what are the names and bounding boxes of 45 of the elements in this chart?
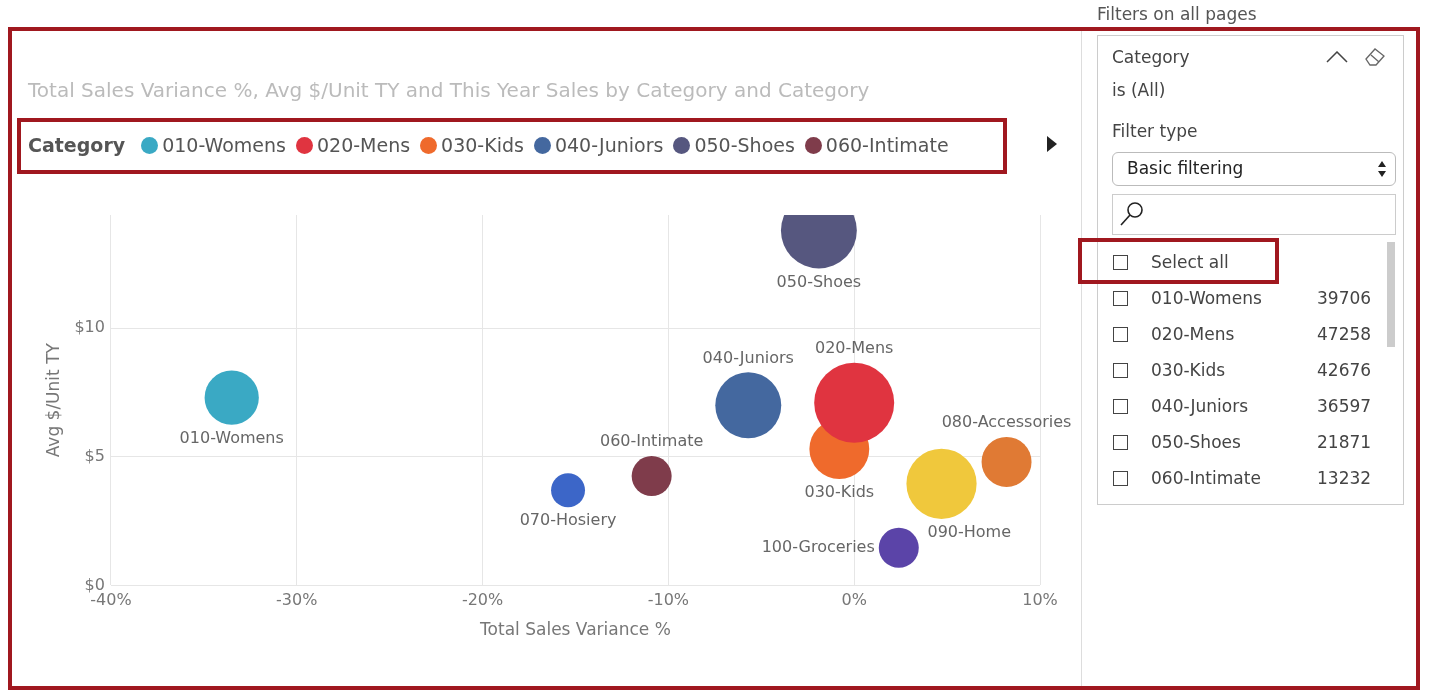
text: Category <box>1112 47 1190 67</box>
text: 040-Juniors <box>702 347 794 367</box>
x-axis-title: Total Sales Variance % <box>479 619 671 640</box>
text: Filter type <box>1112 121 1198 141</box>
text: 020-Mens <box>1151 324 1235 344</box>
legend-label: 020-Mens <box>315 134 411 156</box>
legend-title: Category <box>28 134 126 156</box>
chart-title: Total Sales Variance %, Avg $/Unit TY and This Year Sales by Category and Category <box>28 78 870 102</box>
text: 020-Mens <box>814 337 894 357</box>
series-label: 080-Accessories <box>941 412 1072 432</box>
text: Filters on all pages <box>1097 4 1257 24</box>
text: 47258 <box>1317 324 1372 344</box>
text: 36597 <box>1317 396 1372 416</box>
y-tick-label: $10 <box>74 317 105 337</box>
text: 39706 <box>1317 288 1372 308</box>
text: 030-Kids <box>1151 360 1226 380</box>
text: is (All) <box>1112 80 1166 100</box>
legend-label: 050-Shoes <box>693 134 795 156</box>
y-axis-title: Avg $/Unit TY <box>42 342 63 458</box>
x-tick-label: 0% <box>841 590 867 610</box>
x-tick-label: 10% <box>1022 590 1058 610</box>
series-label: 070-Hosiery <box>519 510 617 530</box>
text: Basic filtering <box>1127 158 1244 178</box>
series-label: 100-Groceries <box>761 537 875 556</box>
text: 060-Intimate <box>599 431 704 451</box>
x-tick-label: -10% <box>647 590 690 610</box>
text: 040-Juniors <box>1151 396 1249 416</box>
text: 13232 <box>1317 468 1372 488</box>
text: 21871 <box>1317 432 1372 452</box>
text: 050-Shoes <box>1151 432 1241 452</box>
legend-label: 060-Intimate <box>824 134 949 156</box>
legend-label: 010-Womens <box>161 134 286 156</box>
text: 42676 <box>1317 360 1372 380</box>
series-label: 090-Home <box>927 522 1012 542</box>
x-tick-label: -30% <box>276 590 318 610</box>
legend-label: 040-Juniors <box>553 134 664 156</box>
x-tick-label: -20% <box>461 590 504 610</box>
text: 010-Womens <box>1151 288 1262 308</box>
text: 050-Shoes <box>776 271 862 291</box>
legend-label: 030-Kids <box>440 134 524 156</box>
text: 060-Intimate <box>1151 468 1261 488</box>
text: 030-Kids <box>804 482 875 502</box>
text: 010-Womens <box>179 427 284 447</box>
y-tick-label: $5 <box>84 445 105 465</box>
text: Select all <box>1151 252 1229 272</box>
